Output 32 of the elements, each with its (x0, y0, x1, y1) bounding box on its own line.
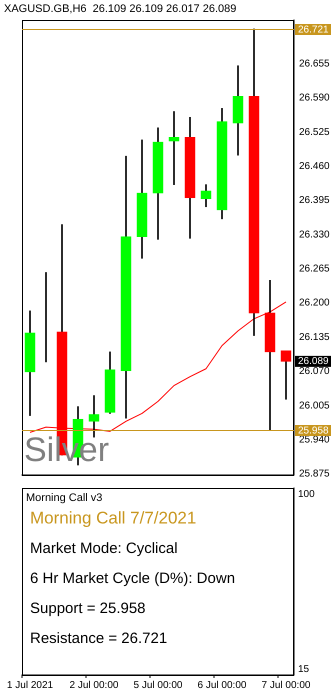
text: 6 Hr Market Cycle (D%): Down (30, 570, 236, 588)
y-tick-label: 26.135 (299, 332, 330, 343)
ref-line-label: 25.958 (298, 425, 330, 436)
y-tick-label: 26.525 (299, 126, 330, 138)
text: 100 (298, 488, 316, 500)
category-label: 2 Jul 00:00 (70, 680, 119, 691)
y-tick-label: 26.070 (299, 366, 330, 378)
category-label: 5 Jul 00:00 (134, 680, 183, 691)
y-tick-label: 26.655 (299, 58, 330, 70)
y-tick-label: 25.875 (299, 468, 330, 480)
category-label: 7 Jul 00:00 (262, 680, 311, 691)
text: Morning Call v3 (26, 492, 102, 504)
text: Support = 25.958 (30, 600, 146, 618)
y-tick-label: 26.590 (299, 92, 330, 104)
y-tick-label: 26.005 (299, 400, 330, 412)
y-tick-label: 26.395 (299, 195, 330, 206)
y-tick-label: 26.330 (299, 229, 330, 240)
category-label: 1 Jul 2021 (6, 680, 54, 691)
y-tick-label: 26.265 (299, 264, 330, 275)
text: Resistance = 26.721 (30, 630, 168, 648)
chart-title: XAGUSD.GB,H6 26.109 26.109 26.017 26.089 (4, 3, 236, 16)
text: 15 (298, 664, 310, 675)
candlestick (280, 350, 292, 400)
candlestick (168, 111, 180, 185)
y-tick-label: 26.460 (299, 160, 330, 172)
y-tick-label: 26.200 (299, 298, 330, 309)
candlestick (88, 395, 100, 438)
text: Morning Call 7/7/2021 (30, 508, 196, 528)
annotation: 26.089 (298, 356, 330, 368)
ref-line-label: 26.721 (298, 24, 330, 36)
text: Market Mode: Cyclical (30, 540, 178, 558)
category-label: 6 Jul 00:00 (198, 680, 247, 691)
